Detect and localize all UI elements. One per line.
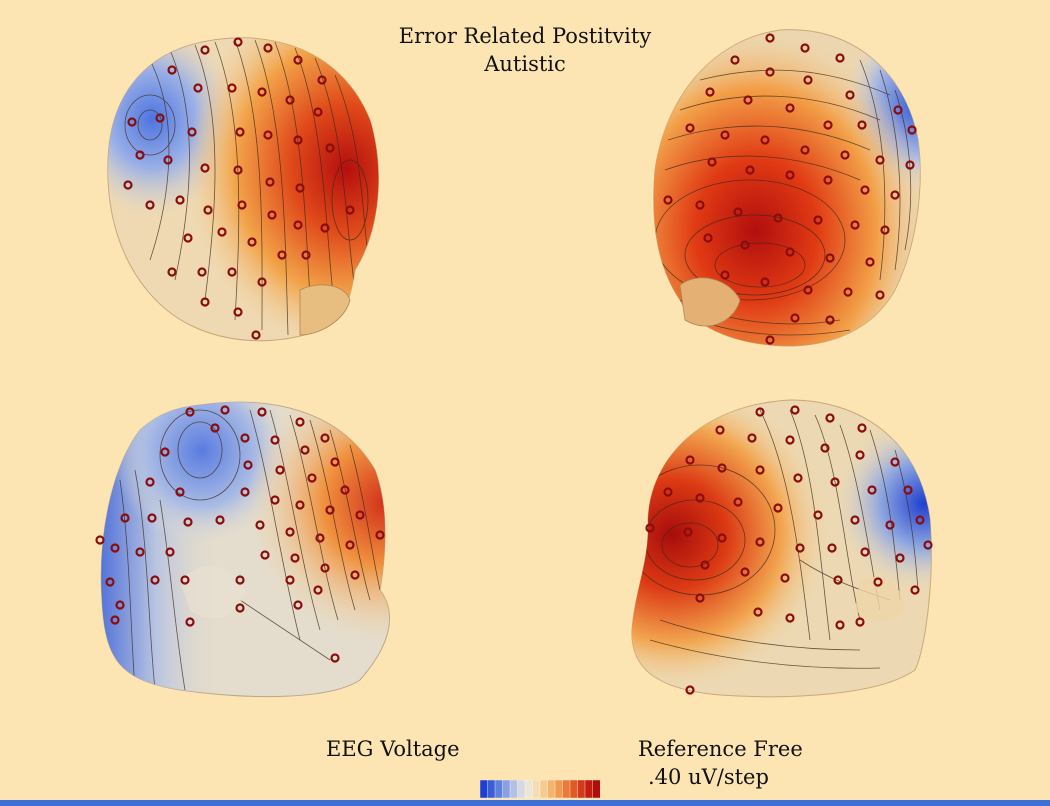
- colorbar-swatch: [539, 780, 549, 798]
- colorbar-swatch: [577, 780, 586, 798]
- reference-label: Reference Free: [638, 737, 803, 761]
- colorbar-swatch: [562, 780, 571, 798]
- top-left-head: [107, 37, 379, 342]
- bottom-left-head: [95, 401, 390, 698]
- colorbar: [480, 780, 600, 798]
- colorbar-swatch: [509, 780, 519, 798]
- colorbar-swatch: [494, 780, 504, 798]
- colorbar-swatch: [532, 780, 541, 798]
- colorbar-swatch: [480, 780, 489, 798]
- colorbar-swatch: [569, 780, 579, 798]
- colorbar-swatch: [554, 780, 564, 798]
- colorbar-swatch: [517, 780, 526, 798]
- colorbar-swatch: [547, 780, 556, 798]
- chart-subtitle: Autistic: [484, 52, 566, 76]
- colorbar-swatch: [592, 780, 600, 798]
- colorbar-swatch: [524, 780, 534, 798]
- colorbar-swatch: [584, 780, 594, 798]
- bottom-right-head: [631, 399, 933, 698]
- scale-step-label: .40 uV/step: [648, 765, 769, 789]
- bottom-border: [0, 800, 1050, 806]
- eeg-voltage-label: EEG Voltage: [326, 737, 460, 761]
- colorbar-swatch: [502, 780, 511, 798]
- top-right-head: [653, 29, 921, 347]
- colorbar-swatch: [487, 780, 496, 798]
- chart-title: Error Related Postitvity: [398, 24, 652, 48]
